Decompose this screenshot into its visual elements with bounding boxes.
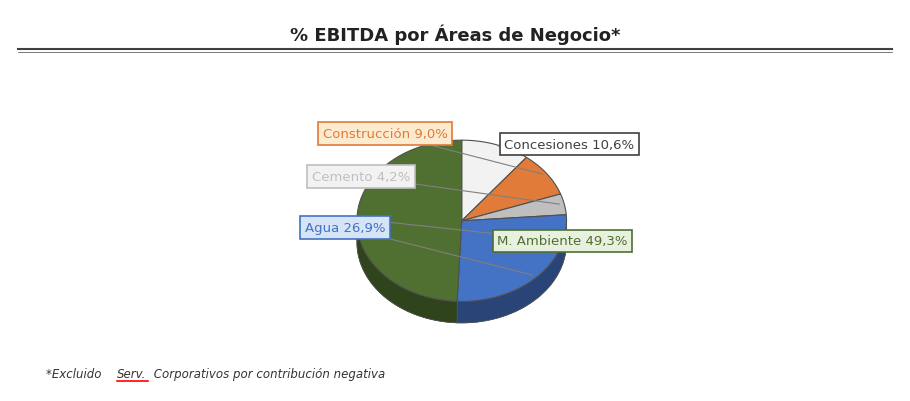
Polygon shape: [457, 222, 567, 323]
Polygon shape: [461, 194, 566, 221]
Text: Agua 26,9%: Agua 26,9%: [305, 221, 385, 235]
Polygon shape: [457, 215, 567, 302]
Polygon shape: [461, 158, 561, 221]
Polygon shape: [357, 223, 457, 323]
Text: Construcción 9,0%: Construcción 9,0%: [323, 128, 448, 141]
Text: Corporativos por contribución negativa: Corporativos por contribución negativa: [150, 367, 386, 380]
Ellipse shape: [357, 162, 567, 323]
Polygon shape: [357, 141, 461, 302]
Text: *Excluido: *Excluido: [46, 367, 105, 380]
Text: M. Ambiente 49,3%: M. Ambiente 49,3%: [497, 235, 628, 248]
Text: Cemento 4,2%: Cemento 4,2%: [312, 170, 410, 184]
Text: % EBITDA por Áreas de Negocio*: % EBITDA por Áreas de Negocio*: [289, 24, 621, 45]
Text: Serv.: Serv.: [117, 367, 147, 380]
Polygon shape: [461, 141, 527, 221]
Text: Concesiones 10,6%: Concesiones 10,6%: [504, 138, 634, 151]
